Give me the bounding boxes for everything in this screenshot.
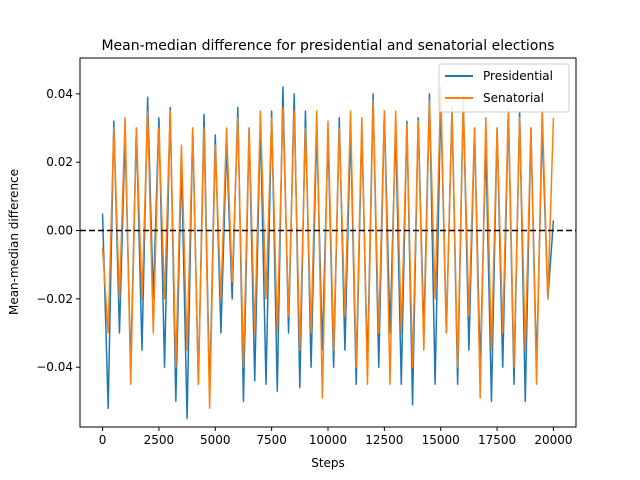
y-tick-label: 0.00: [46, 224, 73, 238]
x-axis-label: Steps: [311, 456, 345, 470]
series-layer: [101, 86, 555, 420]
x-tick-label: 5000: [200, 433, 231, 447]
legend-label-senatorial: Senatorial: [483, 91, 544, 105]
x-tick-label: 10000: [309, 433, 347, 447]
x-tick-label: 20000: [534, 433, 572, 447]
legend-label-presidential: Presidential: [483, 69, 553, 83]
plot-area: [80, 86, 576, 420]
x-tick-label: 15000: [422, 433, 460, 447]
legend: Presidential Senatorial: [438, 63, 570, 113]
y-tick-label: 0.04: [46, 87, 73, 101]
y-axis-label: Mean-median difference: [7, 169, 21, 315]
y-tick-label: 0.02: [46, 155, 73, 169]
x-tick-label: 17500: [478, 433, 516, 447]
x-tick-label: 0: [99, 433, 107, 447]
series-line-senatorial: [101, 86, 555, 409]
x-axis: 0 2500 5000 7500 10000 12500 15000 17500 20000: [99, 427, 573, 447]
y-tick-label: −0.04: [36, 360, 73, 374]
x-tick-label: 2500: [144, 433, 175, 447]
y-tick-label: −0.02: [36, 292, 73, 306]
x-tick-label: 7500: [256, 433, 287, 447]
chart-title: Mean-median difference for presidential …: [101, 38, 554, 54]
x-tick-label: 12500: [365, 433, 403, 447]
y-axis: −0.04 −0.02 0.00 0.02 0.04: [36, 87, 80, 374]
